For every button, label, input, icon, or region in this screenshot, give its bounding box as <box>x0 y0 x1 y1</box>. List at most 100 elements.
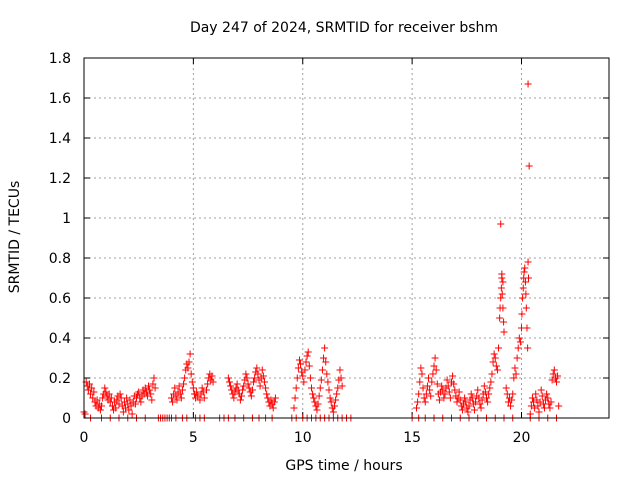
data-point <box>458 406 466 414</box>
data-point <box>528 394 536 402</box>
data-point <box>172 392 180 400</box>
data-point <box>443 376 451 384</box>
data-point <box>263 390 271 398</box>
data-point <box>271 394 279 402</box>
data-point <box>553 378 560 386</box>
data-point <box>180 380 188 388</box>
data-point <box>301 366 309 374</box>
data-point <box>464 408 472 416</box>
data-point <box>293 374 301 382</box>
data-point <box>148 396 156 404</box>
data-point <box>485 390 493 398</box>
data-point <box>270 398 278 406</box>
data-point <box>112 404 120 412</box>
data-point <box>520 268 528 276</box>
data-point <box>518 310 526 318</box>
data-point <box>413 404 420 412</box>
data-point <box>236 396 244 404</box>
data-point <box>168 394 175 402</box>
data-point <box>537 386 545 394</box>
data-point <box>555 402 563 410</box>
data-point <box>128 410 136 418</box>
data-point <box>294 364 302 372</box>
data-point <box>497 220 505 228</box>
data-point <box>524 258 532 266</box>
data-point <box>487 378 495 386</box>
data-point <box>292 384 300 392</box>
data-point <box>488 370 496 378</box>
data-point <box>476 400 484 408</box>
data-point <box>524 344 532 352</box>
y-tick-labels: 0 0.2 0.4 0.6 0.8 1 1.2 1.4 1.6 1.8 <box>49 51 71 427</box>
data-point <box>186 350 194 358</box>
data-point <box>493 366 501 374</box>
data-point <box>303 352 311 360</box>
y-tick-label: 0.4 <box>49 331 71 347</box>
grid-lines <box>84 58 609 418</box>
x-axis-label: GPS time / hours <box>285 458 402 474</box>
data-point <box>502 384 510 392</box>
y-tick-label: 0 <box>62 411 71 427</box>
data-point <box>137 398 145 406</box>
data-point <box>456 396 464 404</box>
data-point <box>445 388 453 396</box>
data-point <box>113 396 121 404</box>
data-point <box>468 394 476 402</box>
data-point <box>511 364 519 372</box>
data-point <box>450 380 458 388</box>
data-point <box>81 410 89 418</box>
data-point <box>547 398 555 406</box>
data-point <box>178 386 186 394</box>
data-point <box>243 374 251 382</box>
data-point <box>259 372 267 380</box>
data-point <box>224 374 232 382</box>
data-point <box>512 370 520 378</box>
data-point <box>262 384 270 392</box>
data-point <box>313 406 321 414</box>
data-point <box>546 404 554 412</box>
data-point <box>480 382 488 390</box>
data-point <box>522 304 530 312</box>
data-point <box>337 374 345 382</box>
data-point <box>321 344 329 352</box>
data-point <box>432 366 440 374</box>
data-point <box>135 388 143 396</box>
data-point <box>146 386 154 394</box>
data-point <box>326 394 334 402</box>
data-point <box>538 392 546 400</box>
data-point <box>299 372 307 380</box>
data-point <box>233 380 241 388</box>
data-point <box>550 366 558 374</box>
data-point <box>417 364 425 372</box>
data-point <box>426 386 434 394</box>
data-point <box>99 394 107 402</box>
data-point <box>171 384 179 392</box>
x-tick-label: 10 <box>294 430 312 446</box>
data-point <box>204 380 212 388</box>
data-point <box>498 290 506 298</box>
data-point <box>427 392 435 400</box>
y-tick-label: 1.2 <box>49 171 71 187</box>
data-point <box>472 398 480 406</box>
data-point <box>256 382 264 390</box>
data-point <box>523 324 531 332</box>
data-point <box>470 406 478 414</box>
chart-title: Day 247 of 2024, SRMTID for receiver bsh… <box>190 20 498 36</box>
x-tick-label: 15 <box>403 430 421 446</box>
data-point <box>489 358 497 366</box>
data-point <box>500 318 508 326</box>
data-point <box>521 264 529 272</box>
data-point <box>438 382 446 390</box>
data-point <box>477 404 485 412</box>
data-point <box>196 396 204 404</box>
data-point <box>227 382 235 390</box>
data-point <box>525 162 533 170</box>
data-point <box>297 360 305 368</box>
data-point <box>429 370 437 378</box>
data-point <box>423 382 431 390</box>
data-point <box>462 398 470 406</box>
data-point <box>305 362 313 370</box>
data-point <box>125 406 133 414</box>
data-point <box>495 344 503 352</box>
data-point <box>516 338 524 346</box>
